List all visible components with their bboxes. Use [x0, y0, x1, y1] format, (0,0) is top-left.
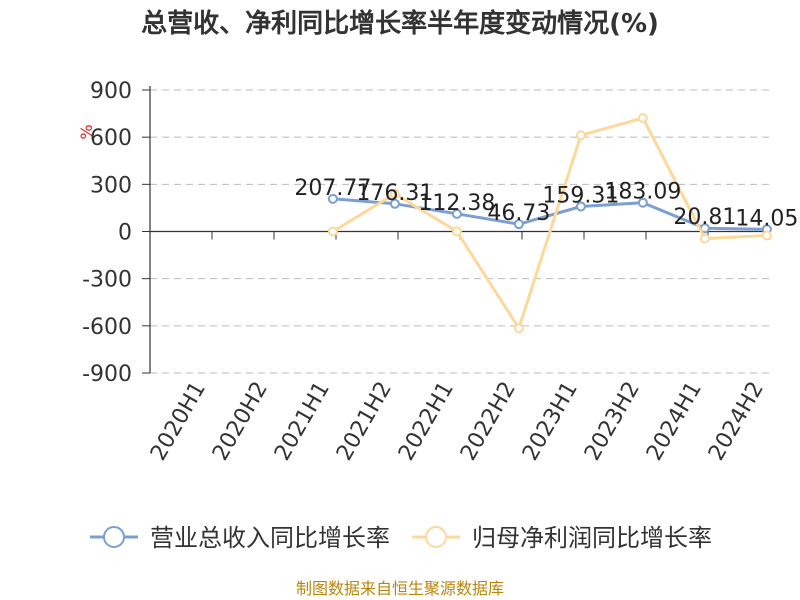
data-point	[575, 130, 586, 141]
x-tick-label: 2022H1	[394, 378, 459, 465]
chart-title: 总营收、净利同比增长率半年度变动情况(%)	[141, 8, 659, 39]
x-tick-label: 2020H1	[146, 378, 211, 465]
series-layer	[327, 112, 772, 334]
y-tick-label: 300	[90, 173, 132, 198]
data-point	[513, 323, 524, 334]
data-point	[637, 197, 648, 208]
x-tick-label: 2024H1	[642, 378, 707, 465]
y-axis-unit: %	[77, 124, 96, 139]
data-point	[451, 208, 462, 219]
x-tick-label: 2021H2	[332, 378, 397, 465]
data-point	[575, 201, 586, 212]
y-tick-label: -900	[82, 362, 132, 387]
data-label: 183.09	[604, 180, 681, 205]
x-axis-ticks: 2020H12020H22021H12021H22022H12022H22023…	[146, 231, 771, 465]
x-tick-label: 2024H2	[704, 378, 769, 465]
data-label: 159.31	[542, 183, 619, 208]
y-tick-label: -600	[82, 315, 132, 340]
x-tick-label: 2023H1	[518, 378, 583, 465]
y-tick-label: 0	[118, 221, 132, 246]
legend-label: 归母净利润同比增长率	[472, 524, 712, 552]
data-label: 207.77	[294, 176, 371, 201]
data-label: 14.05	[735, 206, 798, 231]
data-point	[327, 226, 338, 237]
data-point	[389, 198, 400, 209]
y-axis-ticks: 900 600 300 0 -300 -600 -900	[82, 79, 150, 387]
data-point	[699, 233, 710, 244]
legend-swatch-marker	[103, 526, 125, 548]
y-tick-label: -300	[82, 268, 132, 293]
data-point	[637, 112, 648, 123]
x-tick-label: 2021H1	[270, 378, 335, 465]
source-note: 制图数据来自恒生聚源数据库	[296, 579, 504, 598]
data-label: 176.31	[356, 181, 433, 206]
data-label: 20.81	[673, 205, 736, 230]
y-tick-label: 600	[90, 126, 132, 151]
data-point	[327, 193, 338, 204]
grid-lines	[150, 89, 770, 374]
series-line-1	[332, 197, 767, 231]
legend: 营业总收入同比增长率 归母净利润同比增长率	[90, 524, 712, 552]
y-tick-label: 900	[90, 79, 132, 104]
data-point	[761, 230, 772, 241]
series-line-2	[332, 116, 767, 330]
legend-swatch-marker	[425, 526, 447, 548]
x-tick-label: 2023H2	[580, 378, 645, 465]
data-point	[451, 226, 462, 237]
data-point	[513, 219, 524, 230]
x-tick-label: 2022H2	[456, 378, 521, 465]
data-point	[389, 188, 400, 199]
legend-label: 营业总收入同比增长率	[150, 524, 390, 552]
data-labels: 207.77176.31112.3846.73159.31183.0920.81…	[294, 176, 798, 231]
data-label: 46.73	[487, 201, 550, 226]
x-tick-label: 2020H2	[208, 378, 273, 465]
data-label: 112.38	[418, 191, 495, 216]
